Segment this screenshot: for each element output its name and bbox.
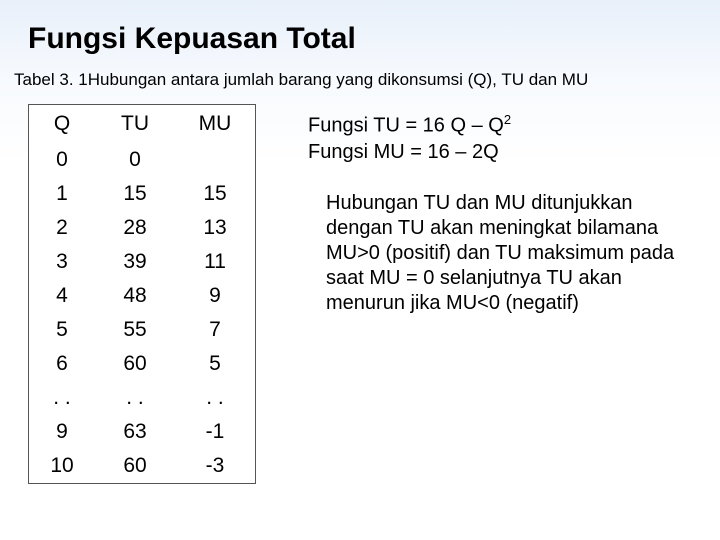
table-row: 5557 (29, 313, 255, 347)
cell-q: 0 (29, 143, 95, 177)
cell-tu: 28 (95, 211, 175, 245)
table-caption: Tabel 3. 1Hubungan antara jumlah barang … (0, 66, 720, 104)
cell-q: 4 (29, 279, 95, 313)
formula-tu: Fungsi TU = 16 Q – Q2 (308, 112, 688, 139)
cell-tu: 60 (95, 449, 175, 483)
cell-tu: 0 (95, 143, 175, 177)
table-row: 00 (29, 143, 255, 177)
col-header-mu: MU (175, 105, 255, 143)
cell-tu: 39 (95, 245, 175, 279)
cell-mu: 15 (175, 177, 255, 211)
table-row: 963-1 (29, 415, 255, 449)
cell-q: 3 (29, 245, 95, 279)
formula-mu: Fungsi MU = 16 – 2Q (308, 139, 688, 165)
cell-q: 2 (29, 211, 95, 245)
cell-tu: 60 (95, 347, 175, 381)
formula-tu-text: Fungsi TU = 16 Q – Q (308, 115, 504, 137)
cell-q: 5 (29, 313, 95, 347)
description-text: Hubungan TU dan MU ditunjukkan dengan TU… (308, 191, 688, 316)
cell-mu: -1 (175, 415, 255, 449)
cell-tu: 48 (95, 279, 175, 313)
cell-tu: 15 (95, 177, 175, 211)
table-header-row: Q TU MU (29, 105, 255, 143)
formula-exponent: 2 (504, 112, 511, 127)
right-panel: Fungsi TU = 16 Q – Q2 Fungsi MU = 16 – 2… (308, 112, 688, 316)
col-header-q: Q (29, 105, 95, 143)
table-row: 11515 (29, 177, 255, 211)
cell-mu: 7 (175, 313, 255, 347)
cell-q: . . (29, 381, 95, 415)
table-row: 1060-3 (29, 449, 255, 483)
cell-q: 9 (29, 415, 95, 449)
content-area: Q TU MU 00115152281333911448955576605. .… (0, 104, 720, 484)
cell-tu: . . (95, 381, 175, 415)
cell-mu: 13 (175, 211, 255, 245)
cell-mu: 11 (175, 245, 255, 279)
cell-mu: -3 (175, 449, 255, 483)
cell-mu (175, 143, 255, 177)
cell-mu: 5 (175, 347, 255, 381)
cell-mu: . . (175, 381, 255, 415)
table-row: 4489 (29, 279, 255, 313)
col-header-tu: TU (95, 105, 175, 143)
cell-tu: 55 (95, 313, 175, 347)
table-row: . .. .. . (29, 381, 255, 415)
table-row: 6605 (29, 347, 255, 381)
table-row: 33911 (29, 245, 255, 279)
table-row: 22813 (29, 211, 255, 245)
cell-tu: 63 (95, 415, 175, 449)
cell-q: 10 (29, 449, 95, 483)
cell-q: 6 (29, 347, 95, 381)
cell-q: 1 (29, 177, 95, 211)
page-title: Fungsi Kepuasan Total (0, 0, 720, 66)
data-table: Q TU MU 00115152281333911448955576605. .… (28, 104, 256, 484)
cell-mu: 9 (175, 279, 255, 313)
formula-block: Fungsi TU = 16 Q – Q2 Fungsi MU = 16 – 2… (308, 112, 688, 165)
